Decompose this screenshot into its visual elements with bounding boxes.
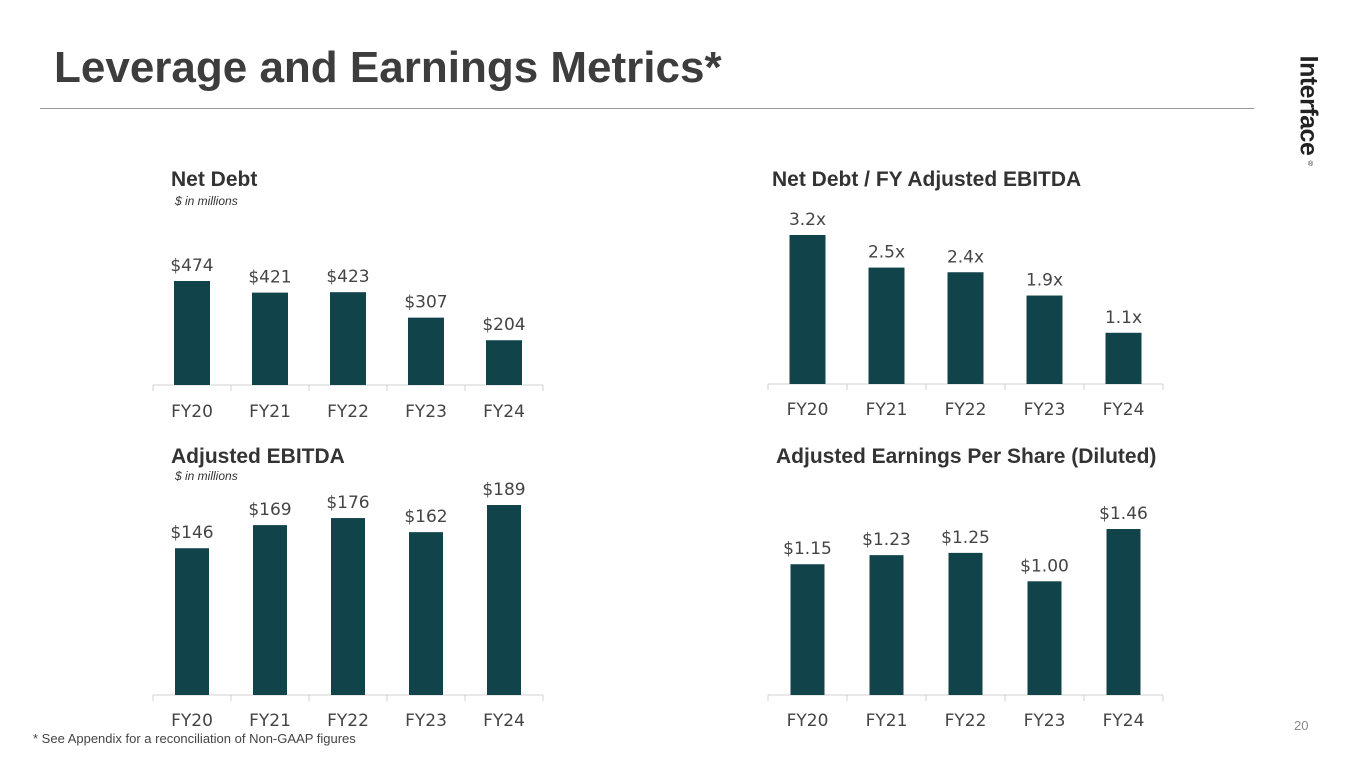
adjusted-eps-chart-value-label-fy24: $1.46 [1099,504,1148,524]
adjusted-ebitda-chart-value-label-fy23: $162 [404,507,447,527]
net-debt-chart: $474 FY20 $421 FY21 $423 FY22 $307 FY23 $204 FY24 [152,256,544,422]
leverage-ratio-chart-bar-fy21 [868,267,905,384]
leverage-ratio-chart-bar-fy22 [947,272,984,384]
adjusted-eps-chart-value-label-fy20: $1.15 [783,539,832,559]
adjusted-ebitda-chart-tick-label-fy21: FY21 [249,711,291,731]
leverage-ratio-chart-value-label-fy23: 1.9x [1026,271,1063,291]
footnote: * See Appendix for a reconciliation of N… [33,731,356,746]
adjusted-eps-chart-tick-label-fy22: FY22 [945,711,987,731]
leverage-ratio-chart-tick-label-fy24: FY24 [1103,400,1145,420]
adjusted-eps-chart-tick-label-fy24: FY24 [1103,711,1145,731]
net-debt-chart-bar-fy22 [330,292,366,385]
leverage-ratio-chart-tick-label-fy23: FY23 [1024,400,1066,420]
adjusted-eps-chart-tick-label-fy20: FY20 [787,711,829,731]
net-debt-chart-tick-label-fy21: FY21 [249,402,291,422]
leverage-ratio-chart-value-label-fy24: 1.1x [1105,308,1142,328]
leverage-ratio-chart-tick-label-fy21: FY21 [866,400,908,420]
logo-registered-mark: ® [1308,161,1314,168]
adjusted-eps-chart-value-label-fy22: $1.25 [941,528,990,548]
leverage-ratio-chart-bar-fy23 [1026,295,1063,384]
leverage-ratio-chart: 3.2x FY20 2.5x FY21 2.4x FY22 1.9x FY23 1.1x FY24 [767,210,1164,420]
adjusted-eps-chart-bar-fy20 [790,564,825,695]
adjusted-eps-chart-bar-fy22 [948,552,983,695]
leverage-ratio-chart-title: Net Debt / FY Adjusted EBITDA [772,168,1082,191]
adjusted-ebitda-chart-value-label-fy20: $146 [170,523,213,543]
adjusted-ebitda-chart: $146 FY20 $169 FY21 $176 FY22 $162 FY23 $189 FY24 [152,480,544,731]
net-debt-chart-value-label-fy20: $474 [170,256,213,276]
adjusted-ebitda-chart-bar-fy20 [175,548,209,695]
adjusted-eps-chart-bar-fy21 [869,555,904,695]
adjusted-ebitda-chart-bar-fy21 [253,525,287,695]
leverage-ratio-chart-tick-label-fy20: FY20 [787,400,829,420]
leverage-ratio-chart-bar-fy20 [789,235,826,384]
adjusted-ebitda-chart-tick-label-fy23: FY23 [405,711,447,731]
adjusted-eps-chart-title: Adjusted Earnings Per Share (Diluted) [776,445,1157,468]
page-title: Leverage and Earnings Metrics* [54,43,722,92]
adjusted-eps-chart-tick-label-fy23: FY23 [1024,711,1066,731]
adjusted-ebitda-chart-subtitle: $ in millions [175,469,238,483]
net-debt-chart-value-label-fy24: $204 [482,315,525,335]
adjusted-eps-chart: $1.15 FY20 $1.23 FY21 $1.25 FY22 $1.00 FY23 $1.4… [767,504,1164,731]
net-debt-chart-bar-fy21 [252,292,288,385]
adjusted-eps-chart-tick-label-fy21: FY21 [866,711,908,731]
adjusted-ebitda-chart-tick-label-fy20: FY20 [171,711,213,731]
adjusted-ebitda-chart-bar-fy23 [409,532,443,695]
page-number: 20 [1294,718,1309,733]
adjusted-ebitda-chart-bar-fy22 [331,518,365,695]
net-debt-chart-tick-label-fy22: FY22 [327,402,369,422]
leverage-ratio-chart-bar-fy24 [1105,332,1142,384]
adjusted-ebitda-chart-value-label-fy22: $176 [326,493,369,513]
adjusted-ebitda-chart-tick-label-fy22: FY22 [327,711,369,731]
adjusted-eps-chart-value-label-fy21: $1.23 [862,530,911,550]
leverage-ratio-chart-tick-label-fy22: FY22 [945,400,987,420]
net-debt-chart-value-label-fy22: $423 [326,267,369,287]
adjusted-eps-chart-value-label-fy23: $1.00 [1020,556,1069,576]
net-debt-chart-bar-fy24 [486,340,522,385]
adjusted-ebitda-chart-value-label-fy21: $169 [248,500,291,520]
net-debt-chart-value-label-fy23: $307 [404,293,447,313]
leverage-ratio-chart-value-label-fy20: 3.2x [789,210,826,230]
adjusted-eps-chart-bar-fy23 [1027,581,1062,695]
adjusted-ebitda-chart-value-label-fy24: $189 [482,480,525,500]
net-debt-chart-bar-fy23 [408,317,444,385]
net-debt-chart-value-label-fy21: $421 [248,268,291,288]
net-debt-chart-subtitle: $ in millions [175,194,238,208]
net-debt-chart-tick-label-fy20: FY20 [171,402,213,422]
adjusted-ebitda-chart-bar-fy24 [487,505,521,695]
logo-text: Interface [1294,55,1323,155]
net-debt-chart-tick-label-fy24: FY24 [483,402,525,422]
adjusted-ebitda-chart-tick-label-fy24: FY24 [483,711,525,731]
adjusted-eps-chart-bar-fy24 [1106,529,1141,695]
leverage-ratio-chart-value-label-fy22: 2.4x [947,247,984,267]
adjusted-ebitda-chart-title: Adjusted EBITDA [171,445,345,468]
net-debt-chart-tick-label-fy23: FY23 [405,402,447,422]
title-divider [40,108,1254,109]
interface-logo: Interface [1280,40,1336,170]
net-debt-chart-title: Net Debt [171,168,258,191]
leverage-ratio-chart-value-label-fy21: 2.5x [868,243,905,263]
net-debt-chart-bar-fy20 [174,281,210,385]
